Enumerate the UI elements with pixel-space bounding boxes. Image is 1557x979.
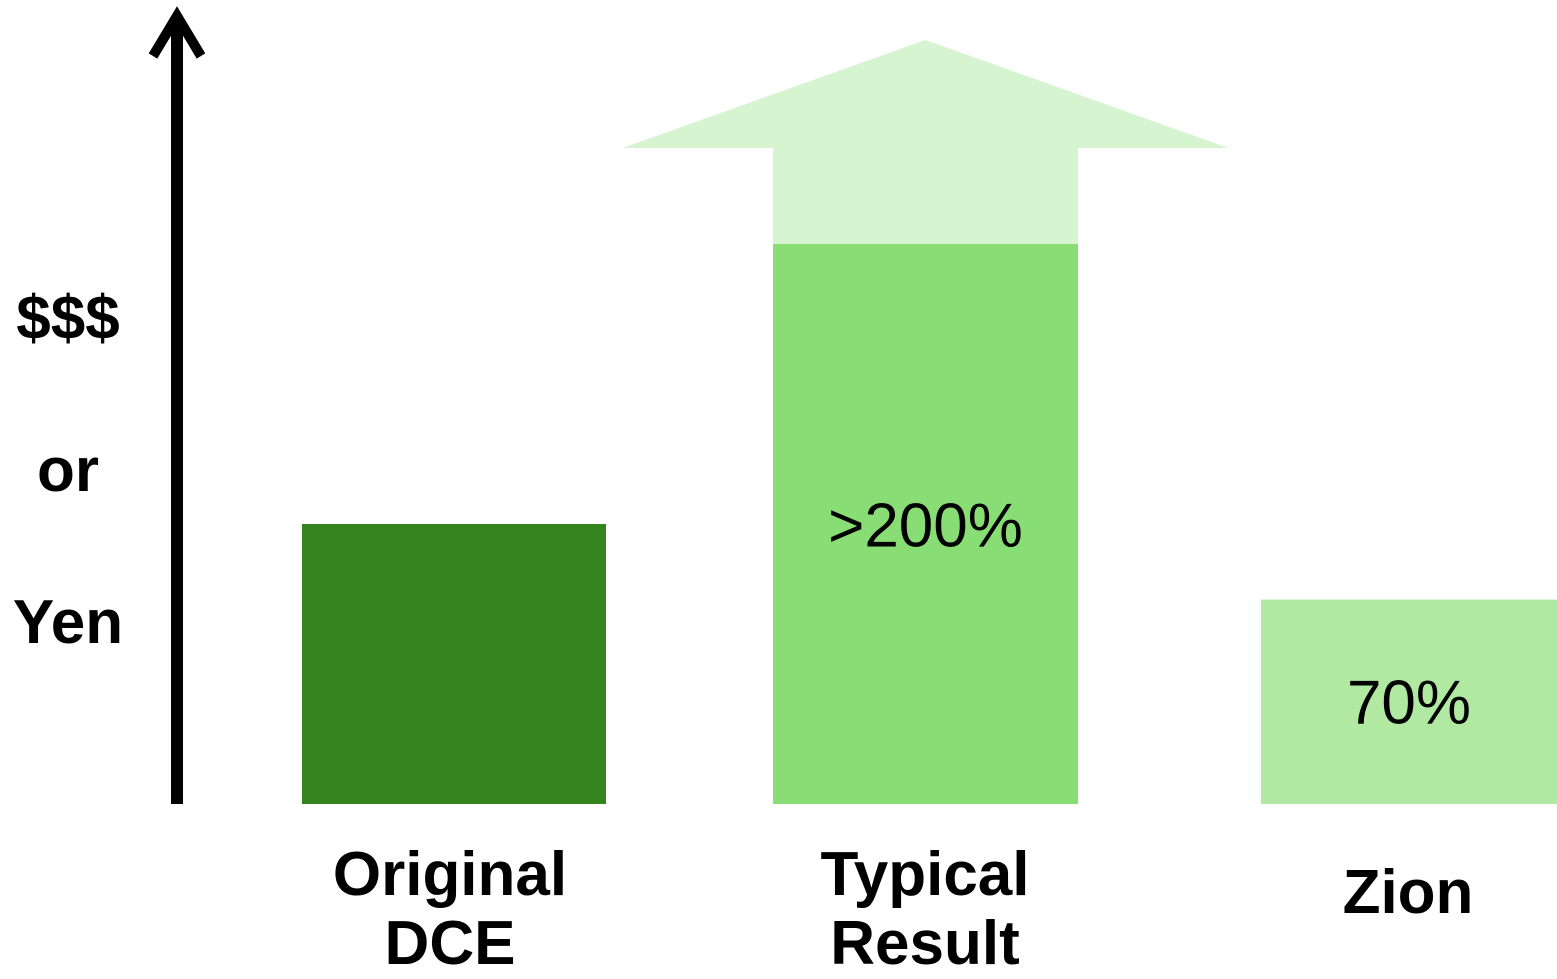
y-axis-label-line: or [37,436,99,505]
data-labels-layer: >200% 70% [828,491,1471,737]
y-axis [148,6,206,804]
data-label: 70% [1347,668,1471,737]
bar [773,244,1078,804]
x-category-label-line: Zion [1342,858,1474,927]
x-category-label: Zion [1243,858,1557,927]
y-axis-arrowhead [148,6,206,59]
data-label: >200% [828,491,1023,560]
increase-arrow-layer [622,40,1229,246]
x-category-label-line: DCE [384,909,516,979]
x-category-label-line: Result [830,909,1020,979]
x-category-label: Typical Result [760,840,1090,979]
y-axis-label-line: $$$ [16,284,120,353]
y-axis-label-line: Yen [12,588,124,657]
bars-layer [302,244,1557,804]
x-category-label-line: Original [332,840,568,909]
x-category-label: Original DCE [285,840,615,979]
bar [302,524,606,804]
x-category-label-line: Typical [820,840,1030,909]
increase-arrow [622,40,1229,246]
bar [1261,599,1557,804]
